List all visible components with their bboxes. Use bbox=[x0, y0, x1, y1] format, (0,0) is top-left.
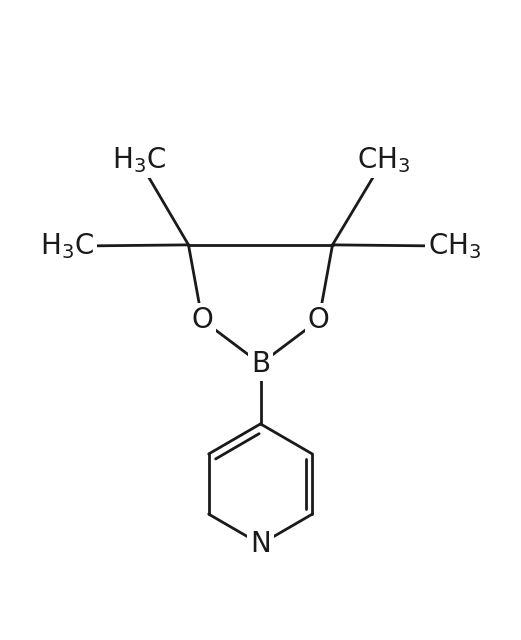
Text: $\mathregular{CH_3}$: $\mathregular{CH_3}$ bbox=[428, 231, 481, 261]
Text: $\mathregular{H_3C}$: $\mathregular{H_3C}$ bbox=[40, 231, 94, 261]
Text: O: O bbox=[191, 306, 213, 334]
Text: O: O bbox=[308, 306, 330, 334]
Text: $\mathregular{H_3C}$: $\mathregular{H_3C}$ bbox=[111, 145, 166, 175]
Text: N: N bbox=[250, 530, 271, 558]
Text: $\mathregular{CH_3}$: $\mathregular{CH_3}$ bbox=[356, 145, 410, 175]
Text: B: B bbox=[251, 350, 270, 378]
